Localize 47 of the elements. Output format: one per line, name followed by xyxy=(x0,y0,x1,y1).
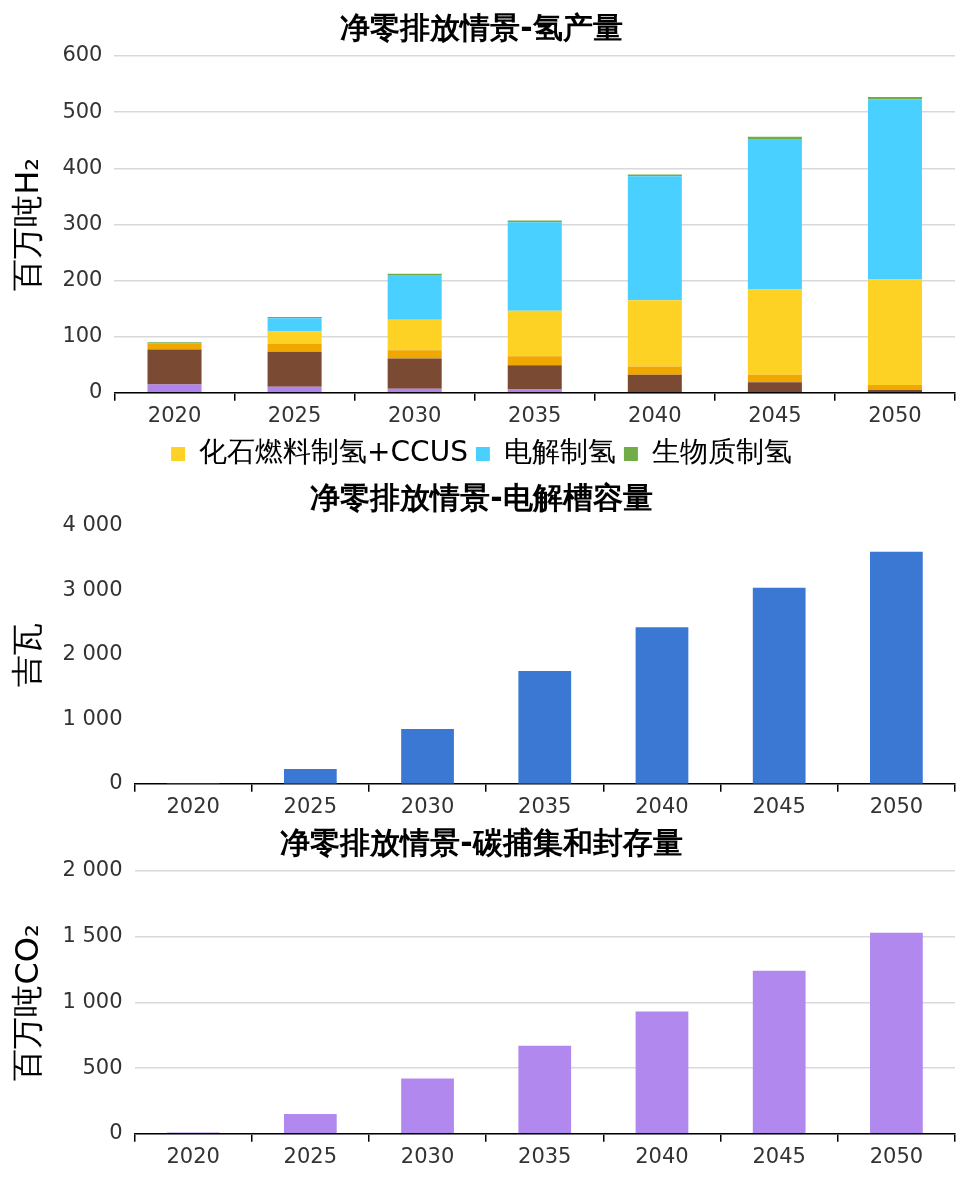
y-tick-label: 2 000 xyxy=(62,857,123,882)
y-tick-label: 1 500 xyxy=(62,923,123,948)
x-tick-label: 2050 xyxy=(868,402,922,427)
y-tick-label: 200 xyxy=(62,266,103,291)
y-axis-title: 百万吨H₂ xyxy=(7,157,46,291)
y-tick-label: 100 xyxy=(62,323,103,348)
y-tick-label: 400 xyxy=(62,154,103,179)
y-tick-label: 600 xyxy=(62,42,103,67)
y-tick-label: 1 000 xyxy=(62,988,123,1013)
x-tick-label: 2035 xyxy=(508,402,562,427)
y-tick-label: 0 xyxy=(109,770,123,795)
y-tick-label: 500 xyxy=(62,98,103,123)
x-tick-label: 2040 xyxy=(628,402,682,427)
x-tick-label: 2035 xyxy=(518,793,572,818)
legend-label: 电解制氢 xyxy=(503,435,616,469)
x-tick-label: 2050 xyxy=(869,793,924,818)
x-tick-label: 2045 xyxy=(748,402,802,427)
legend-label: 化石燃料制氢+CCUS xyxy=(199,435,468,469)
x-tick-label: 2045 xyxy=(752,793,806,818)
legend-label: 生物质制氢 xyxy=(651,435,792,469)
y-tick-label: 1 000 xyxy=(62,705,123,730)
x-tick-label: 2020 xyxy=(147,402,202,427)
y-axis-title: 吉瓦 xyxy=(7,622,46,687)
x-tick-label: 2025 xyxy=(267,402,322,427)
x-tick-label: 2035 xyxy=(518,1143,572,1168)
y-tick-label: 500 xyxy=(82,1054,123,1079)
x-tick-label: 2020 xyxy=(166,1143,220,1168)
x-tick-label: 2040 xyxy=(635,1143,689,1168)
y-tick-label: 0 xyxy=(109,1120,123,1145)
x-tick-label: 2030 xyxy=(387,402,442,427)
x-tick-label: 2025 xyxy=(283,793,338,818)
y-tick-label: 0 xyxy=(89,379,103,404)
chart-title: 净零排放情景-电解槽容量 xyxy=(310,479,653,515)
y-tick-label: 2 000 xyxy=(62,641,123,666)
x-tick-label: 2040 xyxy=(635,793,689,818)
x-tick-label: 2030 xyxy=(400,793,455,818)
y-tick-label: 300 xyxy=(62,210,103,235)
chart-title: 净零排放情景-氢产量 xyxy=(340,9,623,45)
x-tick-label: 2050 xyxy=(869,1143,924,1168)
x-tick-label: 2030 xyxy=(400,1143,455,1168)
x-tick-label: 2045 xyxy=(752,1143,806,1168)
y-tick-label: 3 000 xyxy=(62,576,123,601)
y-axis-title: 百万吨CO₂ xyxy=(7,924,46,1081)
x-tick-label: 2020 xyxy=(166,793,220,818)
chart-title: 净零排放情景-碳捕集和封存量 xyxy=(280,824,683,860)
y-tick-label: 4 000 xyxy=(62,512,123,537)
x-tick-label: 2025 xyxy=(283,1143,338,1168)
